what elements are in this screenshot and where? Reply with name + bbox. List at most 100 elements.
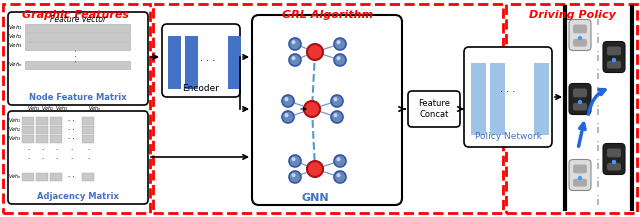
- Bar: [22, 126, 34, 134]
- Text: · · ·: · · ·: [72, 48, 81, 62]
- FancyBboxPatch shape: [252, 15, 402, 205]
- Bar: [36, 173, 48, 181]
- Text: ·: ·: [87, 156, 89, 162]
- Circle shape: [289, 171, 301, 183]
- FancyBboxPatch shape: [573, 89, 587, 97]
- FancyBboxPatch shape: [464, 47, 552, 147]
- FancyBboxPatch shape: [573, 25, 587, 33]
- Bar: [50, 126, 62, 134]
- Text: ·: ·: [55, 147, 57, 153]
- Bar: [534, 63, 549, 135]
- Bar: [153, 4, 503, 213]
- Circle shape: [282, 95, 294, 107]
- Text: · ·: · ·: [68, 127, 74, 133]
- Text: Policy Network: Policy Network: [475, 132, 541, 141]
- FancyBboxPatch shape: [573, 39, 587, 46]
- Bar: [50, 135, 62, 143]
- Bar: [168, 36, 181, 89]
- Text: ·: ·: [41, 156, 43, 162]
- Text: Driving Policy: Driving Policy: [529, 10, 616, 20]
- Text: Adjacency Matrix: Adjacency Matrix: [37, 192, 119, 201]
- Text: $Veh_3$: $Veh_3$: [55, 104, 68, 113]
- Circle shape: [331, 95, 343, 107]
- Text: $Veh_1$: $Veh_1$: [8, 24, 23, 33]
- Circle shape: [337, 56, 340, 60]
- Text: Encoder: Encoder: [182, 84, 220, 93]
- Text: ·: ·: [41, 147, 43, 153]
- Bar: [22, 117, 34, 125]
- Circle shape: [291, 56, 296, 60]
- Text: ·: ·: [70, 147, 72, 153]
- FancyBboxPatch shape: [569, 84, 591, 115]
- FancyBboxPatch shape: [607, 61, 621, 69]
- Bar: [3, 4, 150, 213]
- Bar: [36, 135, 48, 143]
- Text: · ·: · ·: [68, 136, 74, 142]
- Bar: [50, 117, 62, 125]
- FancyBboxPatch shape: [569, 20, 591, 51]
- Circle shape: [304, 101, 320, 117]
- Bar: [25, 24, 130, 32]
- Text: $Veh_1$: $Veh_1$: [28, 104, 41, 113]
- Bar: [185, 36, 198, 89]
- Circle shape: [334, 38, 346, 50]
- Bar: [25, 61, 130, 69]
- Circle shape: [282, 111, 294, 123]
- FancyBboxPatch shape: [607, 148, 621, 157]
- FancyBboxPatch shape: [573, 164, 587, 173]
- Text: Node Feature Matrix: Node Feature Matrix: [29, 93, 127, 102]
- Bar: [471, 63, 486, 135]
- Circle shape: [578, 36, 582, 40]
- Text: $Veh_n$: $Veh_n$: [8, 61, 23, 69]
- Text: $Veh_n$: $Veh_n$: [88, 104, 102, 113]
- Circle shape: [291, 157, 296, 161]
- Text: $Veh_1$: $Veh_1$: [8, 117, 21, 125]
- Circle shape: [578, 100, 582, 104]
- Text: ·: ·: [27, 147, 29, 153]
- Circle shape: [289, 54, 301, 66]
- Bar: [50, 173, 62, 181]
- Circle shape: [307, 44, 323, 60]
- Bar: [36, 126, 48, 134]
- Text: $Veh_2$: $Veh_2$: [8, 126, 21, 135]
- FancyBboxPatch shape: [603, 143, 625, 174]
- Bar: [82, 126, 94, 134]
- Bar: [82, 135, 94, 143]
- Circle shape: [291, 40, 296, 44]
- FancyBboxPatch shape: [569, 159, 591, 191]
- Circle shape: [612, 160, 616, 164]
- Circle shape: [334, 155, 346, 167]
- Text: · · ·: · · ·: [500, 87, 516, 97]
- Bar: [22, 135, 34, 143]
- Circle shape: [612, 58, 616, 62]
- Text: · · ·: · · ·: [200, 56, 216, 66]
- Bar: [22, 173, 34, 181]
- Text: GRL Algorithm: GRL Algorithm: [282, 10, 374, 20]
- Circle shape: [333, 113, 337, 117]
- Circle shape: [307, 161, 323, 177]
- FancyBboxPatch shape: [607, 163, 621, 171]
- Circle shape: [578, 176, 582, 180]
- Text: ·: ·: [27, 156, 29, 162]
- Text: ·: ·: [87, 147, 89, 153]
- Text: · ·: · ·: [68, 174, 74, 180]
- FancyBboxPatch shape: [8, 111, 148, 204]
- Circle shape: [337, 40, 340, 44]
- Bar: [25, 42, 130, 50]
- Circle shape: [285, 97, 289, 101]
- Circle shape: [333, 97, 337, 101]
- Bar: [25, 33, 130, 41]
- Bar: [506, 4, 637, 213]
- Text: $Veh_2$: $Veh_2$: [8, 33, 23, 41]
- Text: $Veh_2$: $Veh_2$: [42, 104, 54, 113]
- Circle shape: [289, 155, 301, 167]
- Circle shape: [337, 157, 340, 161]
- FancyBboxPatch shape: [162, 24, 240, 97]
- FancyBboxPatch shape: [573, 103, 587, 110]
- Circle shape: [337, 173, 340, 177]
- Text: · ·: · ·: [68, 118, 74, 124]
- Bar: [82, 117, 94, 125]
- FancyBboxPatch shape: [607, 46, 621, 55]
- Bar: [490, 63, 505, 135]
- Circle shape: [334, 171, 346, 183]
